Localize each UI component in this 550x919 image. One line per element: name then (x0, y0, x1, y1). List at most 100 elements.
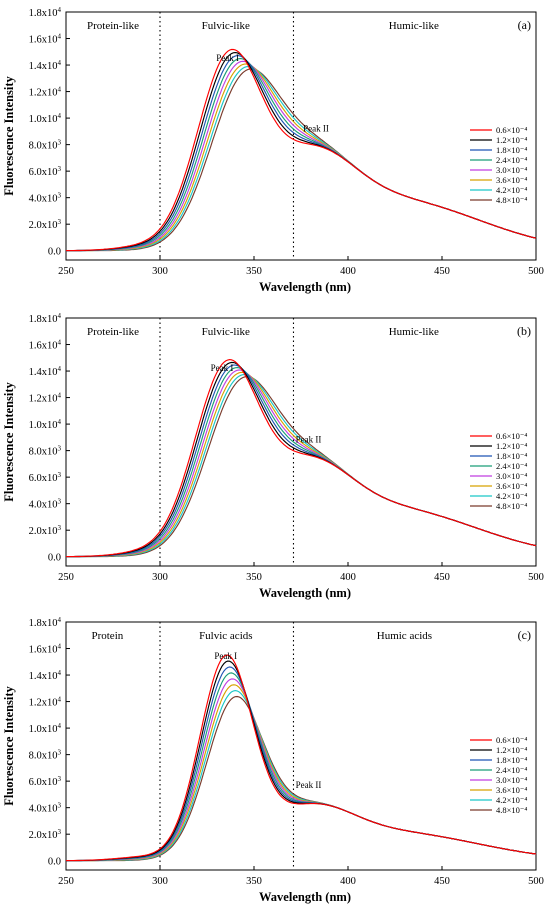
legend-label: 1.8×10⁻⁴ (496, 755, 527, 765)
legend-label: 1.8×10⁻⁴ (496, 145, 527, 155)
legend-label: 4.2×10⁻⁴ (496, 795, 527, 805)
series-line-5 (66, 678, 537, 862)
series-line-2 (66, 361, 537, 558)
y-tick-label: 6.0x103 (29, 471, 62, 484)
series-line-8 (66, 376, 537, 558)
y-axis-title: Fluorescence Intensity (2, 685, 16, 805)
y-tick-label: 0.0 (48, 857, 61, 868)
x-tick-label: 350 (246, 876, 262, 887)
y-tick-label: 8.0x103 (29, 445, 62, 458)
y-axis-title: Fluorescence Intensity (2, 75, 16, 195)
x-tick-label: 400 (340, 266, 356, 277)
chart-panel-2: Protein-like Fulvic-like Humic-like (b) 250 3… (2, 312, 544, 600)
region-label: Protein-like (87, 20, 139, 32)
y-tick-label: 8.0x103 (29, 139, 62, 152)
y-tick-label: 1.6x104 (29, 643, 62, 656)
legend-label: 4.8×10⁻⁴ (496, 805, 527, 815)
legend-label: 3.0×10⁻⁴ (496, 165, 527, 175)
y-tick-label: 1.2x104 (29, 392, 62, 405)
plot-frame (65, 621, 537, 871)
plot-frame (65, 317, 537, 567)
region-label: Humic acids (377, 630, 432, 642)
y-tick-label: 1.0x104 (29, 112, 62, 125)
y-tick-label: 4.0x103 (29, 498, 62, 511)
legend-label: 3.0×10⁻⁴ (496, 775, 527, 785)
region-label: Fulvic-like (202, 20, 250, 32)
legend: 0.6×10⁻⁴1.2×10⁻⁴1.8×10⁻⁴2.4×10⁻⁴3.0×10⁻⁴… (470, 125, 527, 205)
x-tick-label: 250 (58, 266, 74, 277)
y-tick-label: 1.8x104 (29, 6, 62, 19)
y-tick-label: 2.0x103 (29, 828, 62, 841)
y-tick-label: 2.0x103 (29, 524, 62, 537)
legend-label: 1.2×10⁻⁴ (496, 745, 527, 755)
panel-tag: (a) (518, 18, 531, 32)
legend: 0.6×10⁻⁴1.2×10⁻⁴1.8×10⁻⁴2.4×10⁻⁴3.0×10⁻⁴… (470, 431, 527, 511)
peak-label: Peak II (296, 435, 322, 445)
x-tick-label: 300 (152, 876, 168, 887)
y-tick-label: 1.6x104 (29, 339, 62, 352)
y-tick-label: 1.8x104 (29, 616, 62, 629)
series-line-1 (66, 654, 537, 862)
y-tick-label: 6.0x103 (29, 165, 62, 178)
x-tick-label: 450 (434, 572, 450, 583)
series-line-5 (66, 369, 537, 558)
series-line-1 (66, 359, 537, 558)
region-label: Fulvic acids (199, 630, 252, 642)
peak-label: Peak II (296, 780, 322, 790)
series-line-3 (66, 364, 537, 558)
series-line-5 (66, 60, 537, 252)
x-tick-label: 450 (434, 876, 450, 887)
series-line-8 (66, 68, 537, 252)
y-tick-label: 1.4x104 (29, 669, 62, 682)
series-line-3 (65, 55, 537, 252)
y-tick-label: 1.0x104 (29, 418, 62, 431)
legend-label: 3.6×10⁻⁴ (496, 785, 527, 795)
series-line-6 (66, 371, 537, 558)
x-tick-label: 250 (58, 572, 74, 583)
series-line-1 (66, 48, 537, 252)
x-tick-label: 350 (246, 572, 262, 583)
legend-label: 2.4×10⁻⁴ (496, 461, 527, 471)
y-tick-label: 1.6x104 (29, 33, 62, 46)
legend: 0.6×10⁻⁴1.2×10⁻⁴1.8×10⁻⁴2.4×10⁻⁴3.0×10⁻⁴… (470, 735, 527, 815)
legend-label: 4.8×10⁻⁴ (496, 195, 527, 205)
y-tick-label: 1.2x104 (29, 86, 62, 99)
series-line-2 (66, 52, 537, 252)
peak-label: Peak I (214, 651, 237, 661)
x-tick-label: 500 (528, 572, 544, 583)
series-line-4 (66, 672, 537, 862)
legend-label: 3.0×10⁻⁴ (496, 471, 527, 481)
panel-tag: (c) (518, 628, 531, 642)
y-tick-label: 1.8x104 (29, 312, 62, 325)
x-tick-label: 400 (340, 572, 356, 583)
chart-panel-3: Protein Fulvic acids Humic acids (c) 250 300 3… (2, 616, 544, 904)
peak-label: Peak I (211, 363, 234, 373)
x-tick-label: 300 (152, 266, 168, 277)
x-tick-label: 450 (434, 266, 450, 277)
legend-label: 3.6×10⁻⁴ (496, 175, 527, 185)
series-line-7 (66, 65, 537, 252)
series-line-2 (65, 660, 537, 862)
series-line-6 (66, 63, 537, 252)
series-line-8 (66, 695, 537, 862)
y-tick-label: 0.0 (48, 553, 61, 564)
legend-label: 4.2×10⁻⁴ (496, 185, 527, 195)
region-label: Fulvic-like (202, 326, 250, 338)
series-line-4 (65, 367, 537, 558)
series-line-7 (66, 373, 537, 558)
series-line-3 (66, 666, 537, 862)
y-axis-title: Fluorescence Intensity (2, 381, 16, 501)
series-line-4 (65, 58, 537, 252)
legend-label: 1.2×10⁻⁴ (496, 135, 527, 145)
legend-label: 4.8×10⁻⁴ (496, 501, 527, 511)
legend-label: 0.6×10⁻⁴ (496, 431, 527, 441)
y-tick-label: 8.0x103 (29, 749, 62, 762)
legend-label: 1.2×10⁻⁴ (496, 441, 527, 451)
region-label: Protein (91, 630, 123, 642)
region-label: Humic-like (389, 326, 439, 338)
region-label: Humic-like (389, 20, 439, 32)
x-axis-title: Wavelength (nm) (259, 280, 351, 294)
x-axis-title: Wavelength (nm) (259, 586, 351, 600)
y-tick-label: 1.0x104 (29, 722, 62, 735)
